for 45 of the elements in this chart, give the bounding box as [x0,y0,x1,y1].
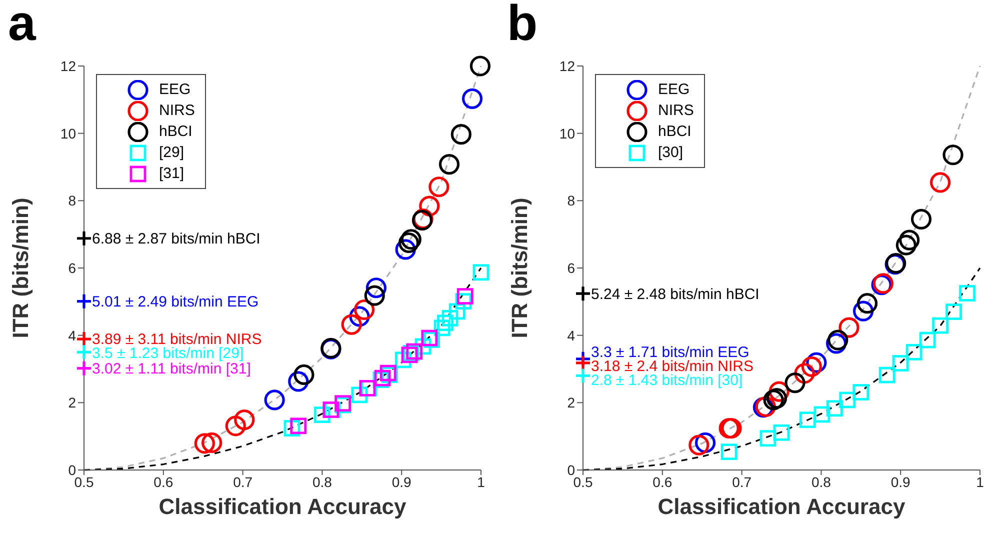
series-label: 3.02 ± 1.11 bits/min [31] [92,360,251,378]
chart-title: b [507,0,538,52]
y-tick-label: 6 [567,260,576,276]
y-tick-label: 6 [68,260,76,276]
x-tick-label: 0.6 [652,474,672,490]
x-tick-label: 0.9 [392,474,412,490]
legend-label: [30] [658,144,684,161]
y-axis-title: ITR (bits/min) [506,198,532,338]
x-tick-label: 0.5 [74,474,94,490]
y-tick-label: 2 [567,394,576,411]
y-tick-label: 8 [68,192,76,209]
series-label: 5.24 ± 2.48 bits/min hBCI [591,286,760,303]
series-label: 6.88 ± 2.87 bits/min hBCI [92,230,260,248]
legend-label: NIRS [658,102,694,119]
x-tick-label: 0.8 [811,474,832,490]
legend-label: hBCI [658,123,692,140]
x-tick-label: 0.6 [154,474,174,490]
legend-label: [29] [159,144,184,161]
y-tick-label: 10 [60,125,76,142]
legend-label: [31] [159,165,184,182]
x-tick-label: 1 [477,474,486,490]
y-tick-label: 10 [559,125,576,142]
x-tick-label: 0.8 [312,474,332,490]
legend-label: EEG [658,81,690,98]
y-tick-label: 12 [60,58,76,74]
x-tick-label: 0.9 [890,474,911,490]
y-tick-label: 0 [68,462,76,478]
y-tick-label: 4 [68,327,76,344]
x-axis-title: Classification Accuracy [158,494,407,519]
x-tick-label: 0.7 [732,474,752,490]
x-axis-title: Classification Accuracy [658,494,906,519]
x-tick-label: 0.7 [233,474,253,490]
y-tick-label: 2 [68,394,76,411]
y-tick-label: 4 [567,327,576,344]
y-tick-label: 8 [567,192,576,209]
y-tick-label: 12 [559,58,576,74]
legend-label: EEG [159,81,191,98]
x-tick-label: 1 [976,474,984,490]
y-tick-label: 0 [567,462,576,478]
x-tick-label: 0.5 [573,474,593,490]
chart-title: a [8,0,36,52]
legend-label: hBCI [159,123,192,140]
legend-label: NIRS [159,102,195,119]
series-label: 5.01 ± 2.49 bits/min EEG [92,294,259,311]
y-axis-title: ITR (bits/min) [8,198,33,338]
